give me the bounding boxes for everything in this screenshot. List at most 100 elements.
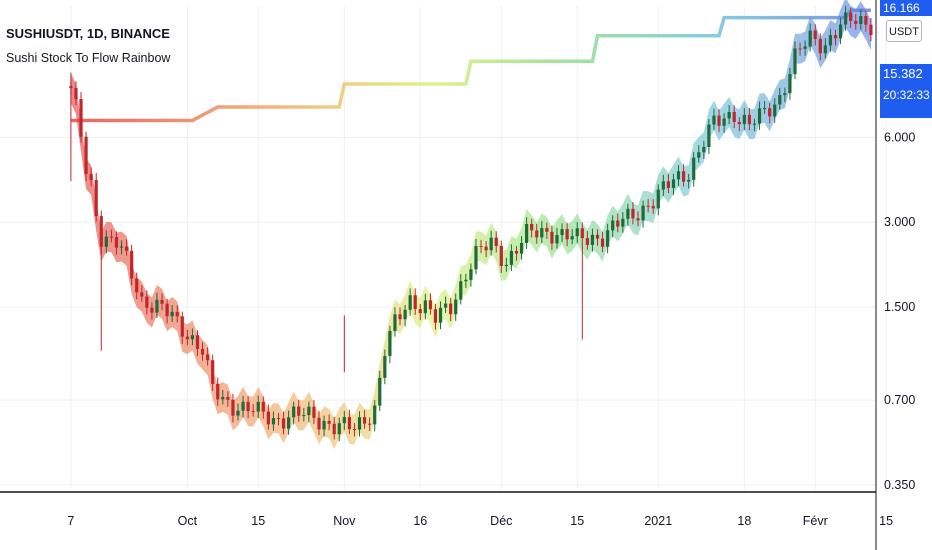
currency-button[interactable]: USDT [886, 20, 922, 42]
candle-body [388, 330, 392, 357]
candle-body [165, 303, 169, 317]
x-tick-label: Déc [490, 514, 512, 528]
candle-body [823, 45, 827, 54]
candle-body [499, 246, 503, 266]
candle-body [393, 314, 397, 331]
candle-body [844, 12, 848, 25]
candle-body [833, 35, 838, 39]
x-tick-label: 15 [879, 514, 893, 528]
grid [0, 6, 887, 492]
candle-body [788, 74, 792, 94]
candle-body [570, 236, 574, 240]
candle-body [798, 48, 802, 50]
candle-body [514, 250, 519, 254]
candle-body [864, 16, 868, 25]
candle-body [135, 278, 139, 293]
top-price-label: 16.166 [880, 0, 932, 16]
x-tick-label: 2021 [644, 514, 672, 528]
candle-body [555, 235, 559, 244]
candle-body [104, 236, 108, 247]
y-tick-label: 0.700 [884, 393, 915, 407]
candle-body [818, 38, 822, 54]
candle-body [84, 136, 88, 174]
candle-body [469, 269, 473, 280]
symbol-title[interactable]: SUSHIUSDT, 1D, BINANCE [6, 26, 170, 41]
candle-body [727, 111, 731, 119]
candle-body [600, 238, 605, 247]
candle-body [347, 417, 351, 430]
candle-body [595, 234, 600, 239]
candle-body [368, 423, 372, 425]
candle-body [702, 146, 706, 153]
candle-body [413, 295, 417, 310]
candle-body [666, 181, 670, 188]
candle-body [717, 115, 721, 126]
candle-body [251, 411, 255, 413]
indicator-title[interactable]: Sushi Stock To Flow Rainbow [6, 51, 171, 65]
candle-body [737, 121, 741, 125]
candle-body [322, 420, 326, 430]
candle-body [803, 46, 807, 49]
candle-body [261, 401, 265, 412]
candle-body [697, 152, 701, 158]
candle-body [590, 234, 595, 245]
candle-body [752, 123, 757, 125]
candle-body [418, 309, 422, 314]
candle-body [671, 179, 676, 188]
candle-body [236, 410, 240, 416]
candle-body [190, 335, 195, 340]
candle-body [464, 279, 468, 282]
candle-body [327, 420, 331, 424]
candle-body [454, 299, 458, 315]
candle-body [813, 30, 817, 39]
candle-body [651, 206, 655, 209]
candle-body [656, 189, 660, 209]
y-tick-label: 1.500 [884, 300, 915, 314]
candle-body [155, 299, 159, 313]
candle-body [109, 236, 113, 238]
candle-body [185, 336, 189, 340]
candle-body [676, 171, 681, 180]
candle-body [357, 417, 362, 430]
candle-body [504, 264, 508, 266]
candle-body [287, 417, 291, 429]
x-tick-label: 18 [737, 514, 751, 528]
candle-body [519, 242, 524, 254]
candle-body [459, 281, 463, 300]
candle-body [150, 307, 154, 313]
candle-body [114, 237, 119, 248]
candle-body [297, 406, 301, 416]
candle-body [79, 98, 83, 137]
candle-body [525, 223, 529, 243]
candle-body [170, 311, 174, 317]
candle-body [119, 246, 124, 248]
candle-body [722, 118, 726, 126]
price-candles [69, 5, 873, 442]
candle-body [449, 303, 453, 315]
x-tick-label: 15 [251, 514, 265, 528]
candle-body [428, 300, 433, 310]
candle-body [180, 316, 184, 337]
candle-body [423, 300, 427, 314]
candle-body [206, 354, 210, 361]
candle-body [398, 314, 402, 320]
candle-body [200, 348, 205, 355]
candle-body [707, 124, 711, 147]
chart-legend: SUSHIUSDT, 1D, BINANCE Sushi Stock To Fl… [6, 26, 170, 65]
candle-body [783, 93, 787, 95]
candle-body [99, 216, 103, 247]
candle-body [89, 173, 93, 181]
candle-body [443, 303, 448, 308]
candle-body [302, 415, 306, 417]
candle-body [828, 35, 833, 46]
x-tick-label: Nov [333, 514, 356, 528]
x-tick-label: 7 [67, 514, 74, 528]
candle-body [383, 356, 387, 378]
candle-body [636, 218, 640, 221]
candle-body [124, 246, 129, 251]
candle-body [140, 292, 144, 297]
candle-body [869, 24, 873, 36]
